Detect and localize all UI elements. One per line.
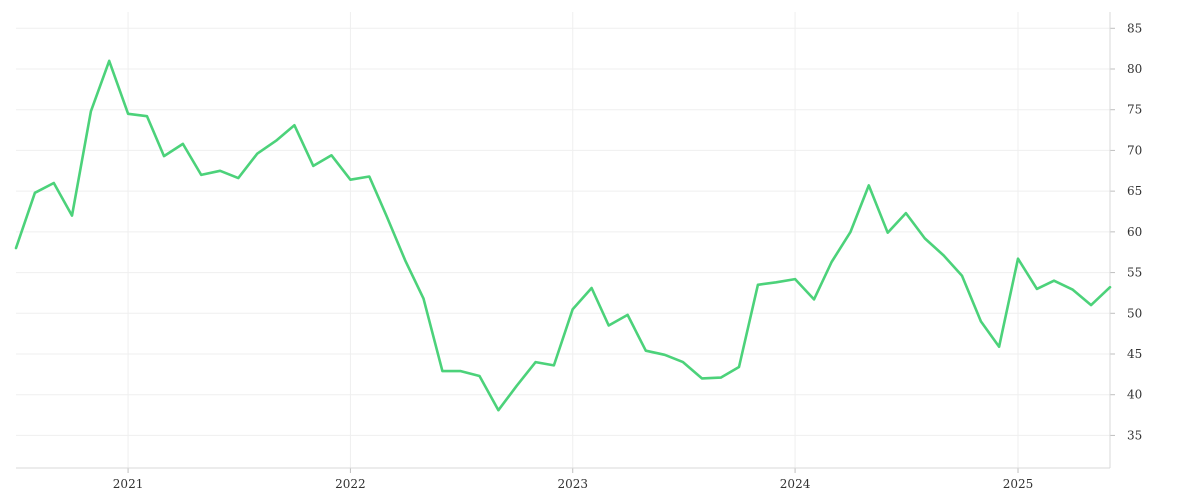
y-tick-label: 50 [1127,306,1142,320]
x-tick-label: 2025 [1003,477,1034,491]
y-tick-label: 75 [1127,103,1142,117]
y-tick-label: 35 [1127,428,1142,442]
x-tick-label: 2023 [557,477,588,491]
y-tick-label: 80 [1127,62,1142,76]
series-line [14,59,1112,412]
y-tick-label: 40 [1127,388,1142,402]
grid [16,12,1110,468]
y-tick-label: 60 [1127,225,1142,239]
series-layer [14,59,1112,412]
y-tick-label: 55 [1127,266,1142,280]
y-tick-label: 85 [1127,21,1142,35]
y-tick-label: 70 [1127,143,1142,157]
y-tick-label: 45 [1127,347,1142,361]
x-tick-label: 2024 [780,477,811,491]
x-tick-label: 2022 [335,477,366,491]
y-tick-label: 65 [1127,184,1142,198]
tick-labels: 35 40 45 50 55 60 65 70 75 80 85 2021 2022 2023 2024 20… [113,21,1142,491]
x-tick-label: 2021 [113,477,144,491]
axes [16,12,1115,473]
